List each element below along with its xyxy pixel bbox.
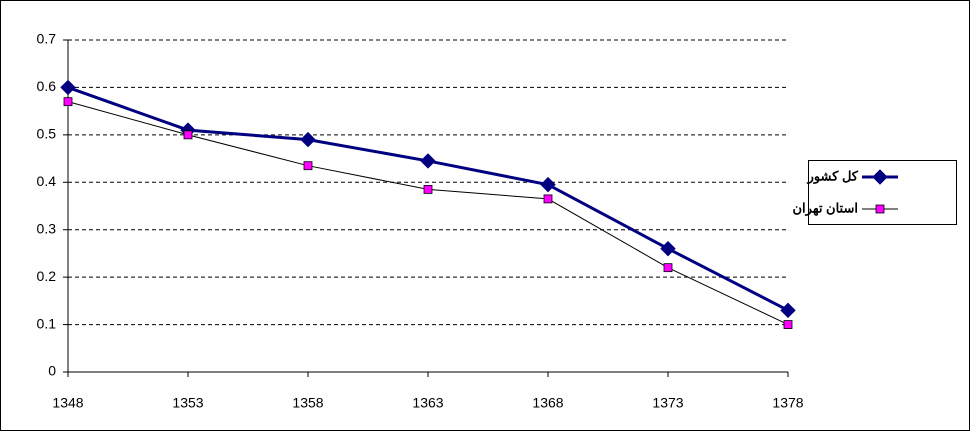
marker (183, 130, 193, 140)
marker (420, 153, 436, 169)
marker (783, 320, 793, 329)
marker (543, 194, 553, 204)
marker (663, 263, 673, 273)
y-tick-label: 0.4 (37, 173, 57, 189)
y-tick-label: 0.1 (37, 315, 57, 331)
x-tick-label: 1363 (412, 395, 443, 411)
legend-label: کل کشور (807, 168, 859, 184)
marker (780, 302, 796, 319)
x-tick-label: 1373 (652, 395, 683, 411)
x-tick-label: 1348 (52, 395, 83, 411)
y-tick-label: 0.5 (37, 126, 57, 142)
y-tick-label: 0.6 (37, 78, 57, 94)
marker (540, 176, 556, 193)
marker (423, 184, 433, 194)
legend-marker (875, 204, 885, 214)
marker (63, 97, 73, 107)
x-tick-label: 1353 (172, 395, 203, 411)
marker (300, 131, 316, 148)
legend-label: استان تهران (793, 200, 859, 216)
x-tick-label: 1378 (772, 395, 803, 411)
x-tick-label: 1368 (532, 395, 563, 411)
legend-box (808, 160, 957, 225)
y-tick-label: 0.2 (37, 268, 57, 284)
x-tick-label: 1358 (292, 395, 323, 411)
marker (303, 161, 313, 171)
y-tick-label: 0 (48, 363, 56, 379)
marker (660, 240, 676, 257)
marker (60, 79, 76, 96)
y-tick-label: 0.3 (37, 220, 57, 236)
legend-marker (872, 169, 888, 185)
y-tick-label: 0.7 (37, 31, 57, 47)
